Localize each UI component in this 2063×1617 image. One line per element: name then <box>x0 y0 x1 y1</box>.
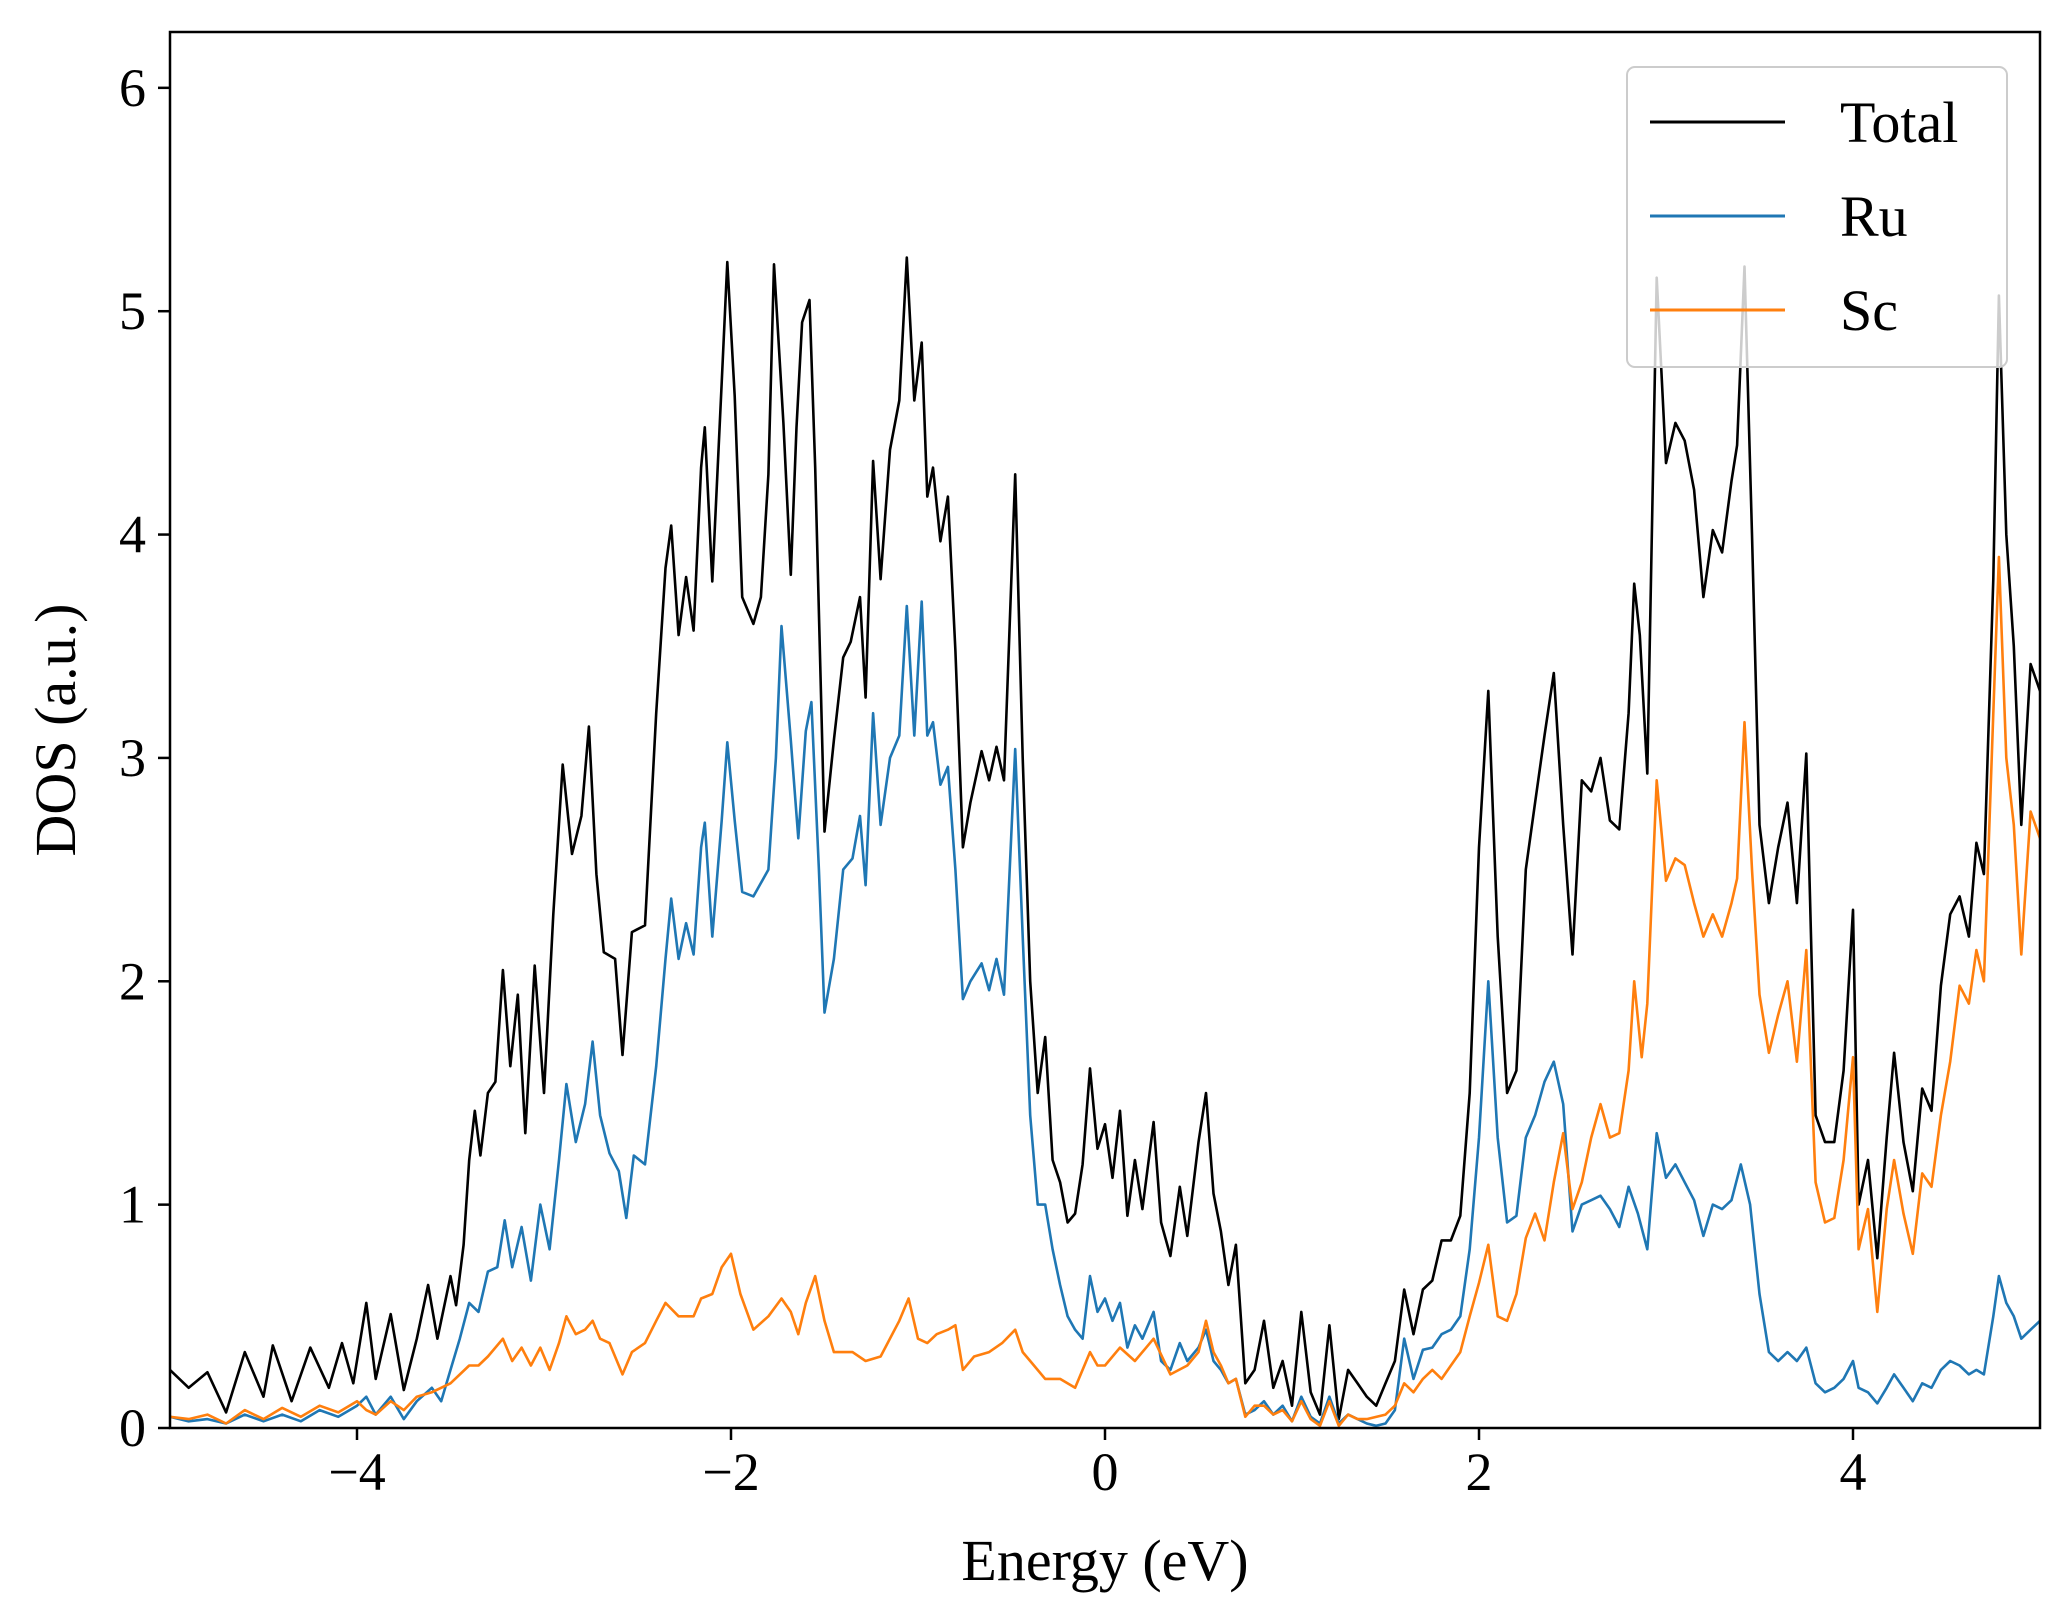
x-tick-label: 4 <box>1840 1442 1867 1502</box>
y-axis: 0 1 2 3 4 5 6 <box>119 58 170 1458</box>
y-tick-label: 2 <box>119 951 146 1011</box>
x-tick-label: −2 <box>702 1442 759 1502</box>
legend-label-ru: Ru <box>1840 184 1908 249</box>
y-tick-label: 1 <box>119 1175 146 1235</box>
series-line-sc <box>170 555 2040 1428</box>
y-tick-label: 3 <box>119 728 146 788</box>
series-line-ru <box>170 600 2040 1428</box>
y-tick-label: 6 <box>119 58 146 118</box>
legend-box <box>1626 66 2008 368</box>
series-layer <box>170 256 2040 1428</box>
y-tick-label: 4 <box>119 505 146 565</box>
legend-label-total: Total <box>1840 90 1958 155</box>
x-tick-label: −4 <box>328 1442 385 1502</box>
series-line-total <box>170 256 2040 1421</box>
y-tick-label: 0 <box>119 1398 146 1458</box>
legend-label-sc: Sc <box>1840 278 1898 343</box>
x-axis-title: Energy (eV) <box>961 1528 1248 1593</box>
x-tick-label: 2 <box>1466 1442 1493 1502</box>
y-axis-title: DOS (a.u.) <box>23 604 88 857</box>
x-tick-label: 0 <box>1092 1442 1119 1502</box>
legend: Total Ru Sc <box>1626 66 2008 368</box>
x-axis: −4 −2 0 2 4 <box>328 1428 1867 1502</box>
y-tick-label: 5 <box>119 281 146 341</box>
